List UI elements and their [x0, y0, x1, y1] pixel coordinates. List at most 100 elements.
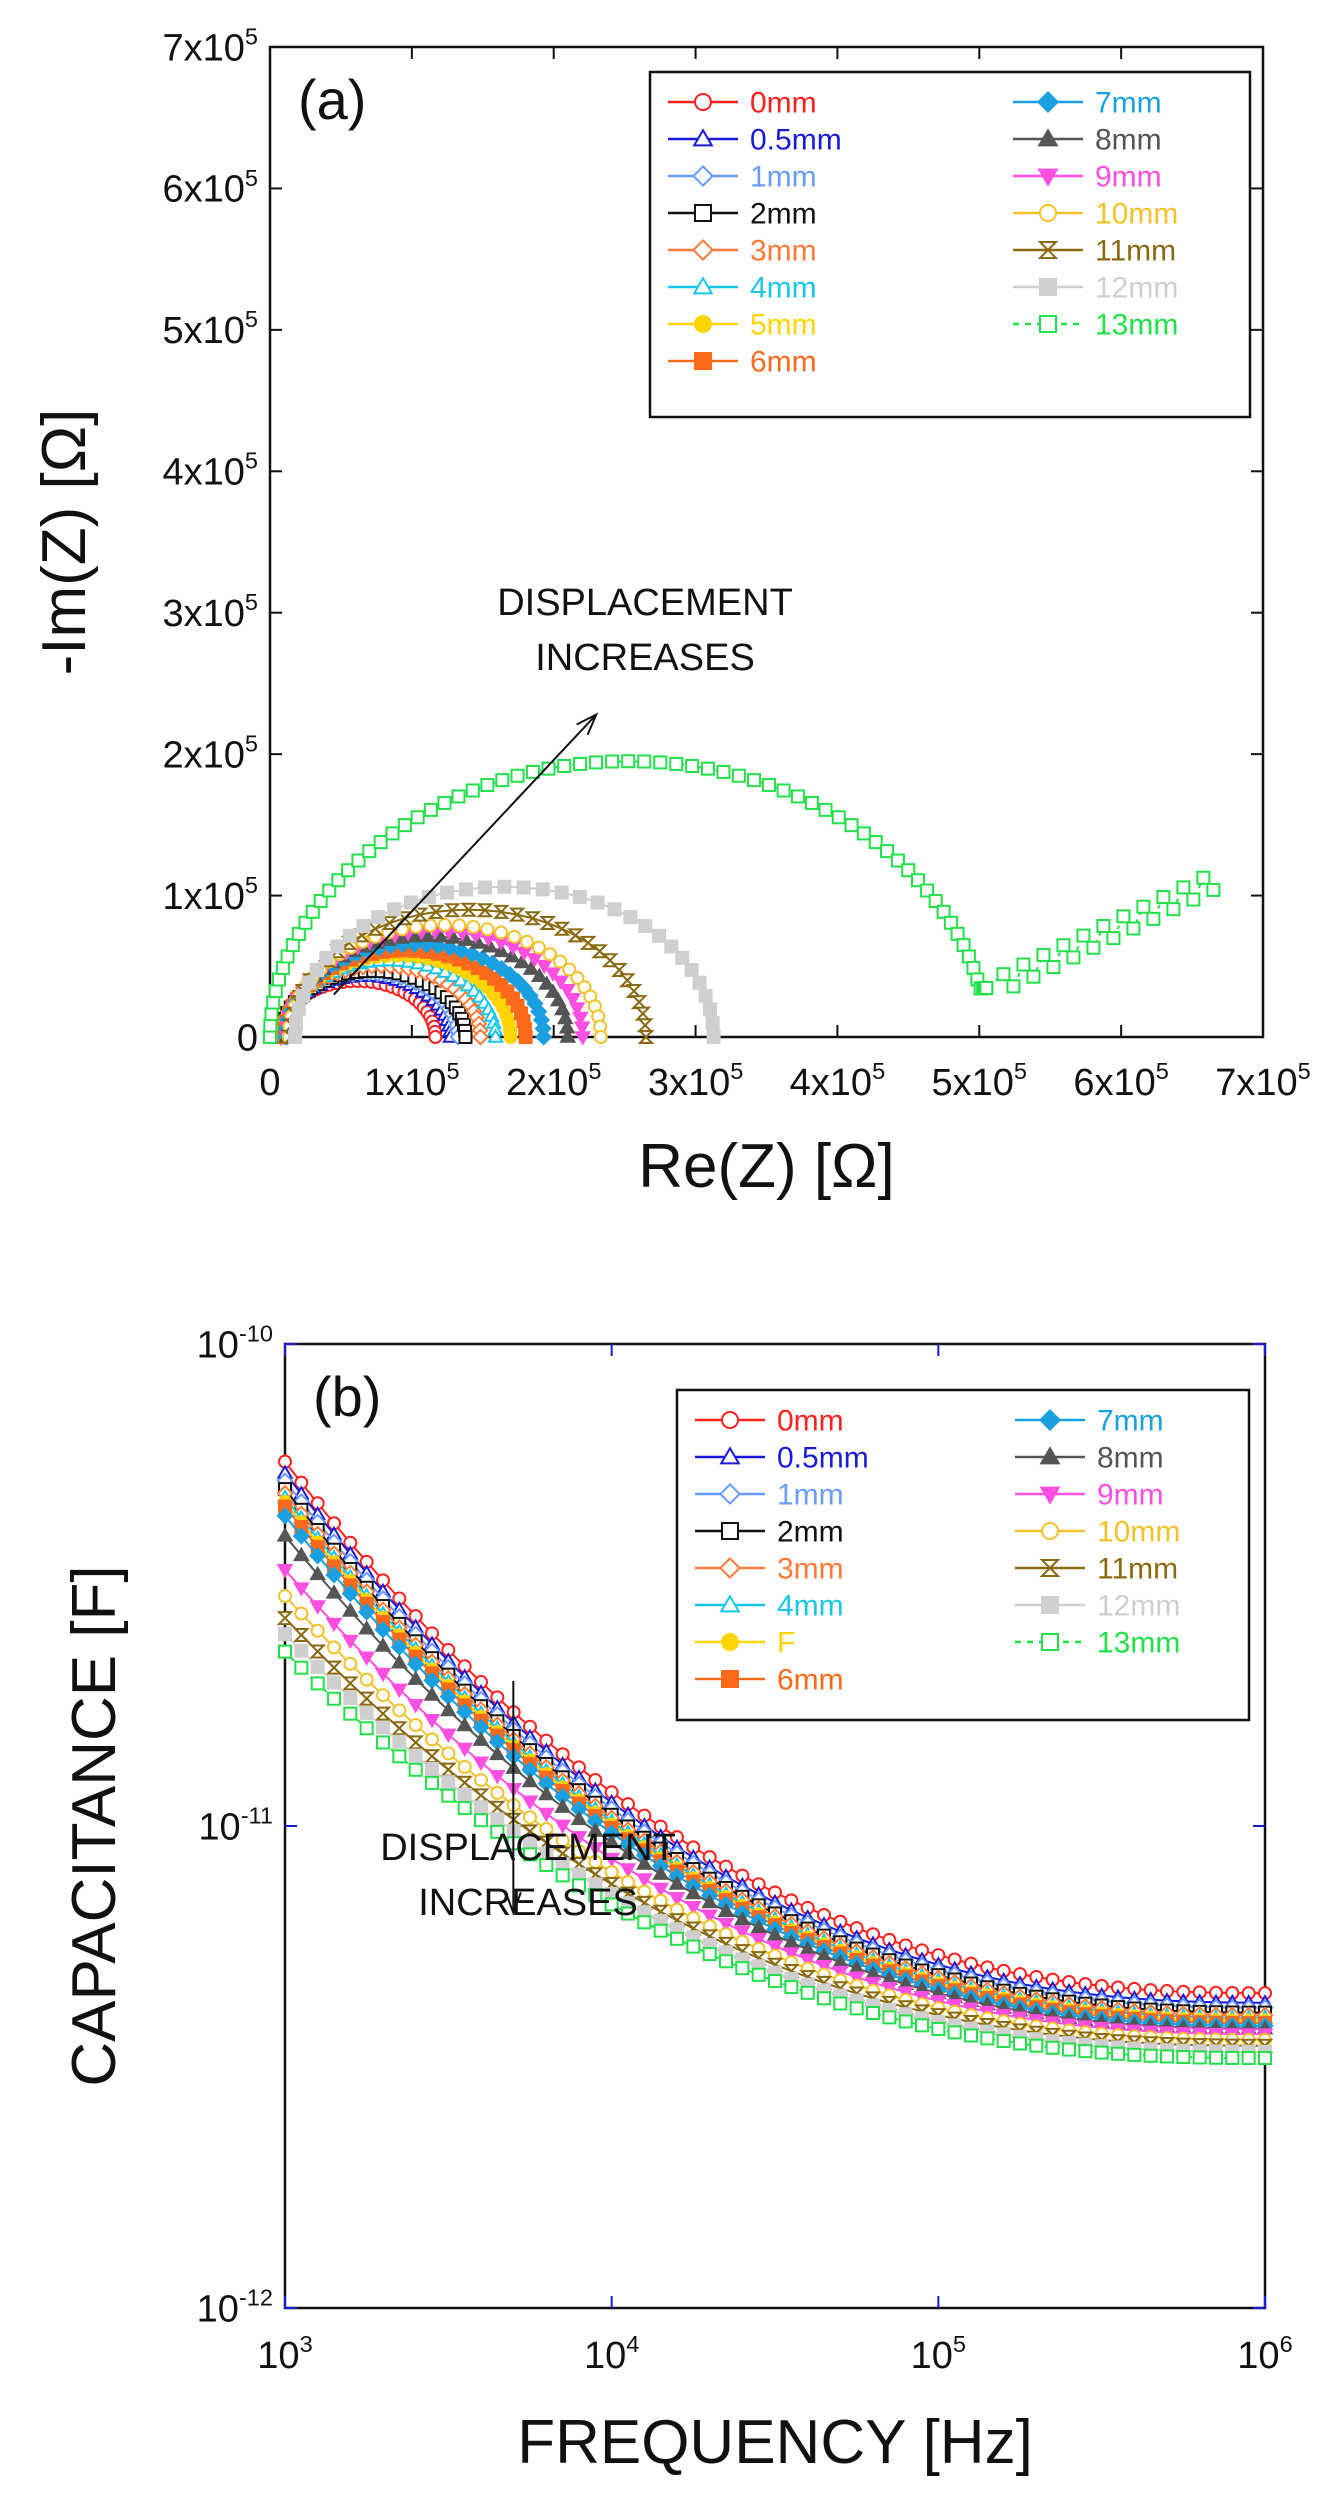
data-point	[392, 1703, 407, 1718]
data-point	[703, 1002, 718, 1017]
data-point	[441, 1746, 456, 1761]
data-point	[351, 853, 366, 868]
data-point	[653, 755, 668, 770]
data-point	[341, 863, 356, 878]
data-point	[510, 768, 525, 783]
data-point	[890, 853, 905, 868]
data-point	[799, 1953, 817, 1969]
data-point	[309, 1565, 327, 1581]
data-point	[264, 1007, 279, 1022]
data-point	[920, 883, 935, 898]
series-13mm	[278, 1644, 1272, 2066]
legend-marker	[1039, 278, 1057, 296]
legend-item-8mm: 8mm	[1015, 1442, 1164, 1475]
legend-marker	[721, 1411, 739, 1429]
legend-item-1mm: 1mm	[668, 161, 817, 194]
data-point	[915, 2018, 929, 2033]
data-point	[766, 1926, 784, 1941]
data-point	[423, 1749, 441, 1764]
data-point	[901, 863, 916, 878]
data-point	[804, 795, 819, 810]
y-tick-label: 7x105	[162, 23, 258, 69]
data-point	[1029, 2038, 1044, 2053]
data-point	[452, 971, 470, 987]
data-point	[719, 1954, 733, 1969]
legend-label: 2mm	[777, 1516, 844, 1549]
legend-label: 0.5mm	[750, 124, 842, 157]
data-point	[700, 761, 715, 776]
data-point	[513, 953, 531, 969]
legend-box	[648, 70, 1252, 419]
data-point	[669, 756, 684, 771]
data-point	[747, 773, 762, 788]
legend-label: 5mm	[750, 309, 817, 342]
data-point	[327, 1691, 341, 1706]
data-point	[539, 1858, 554, 1873]
data-point	[278, 1644, 292, 1659]
data-point	[698, 988, 713, 1003]
data-point	[490, 1812, 505, 1827]
data-point	[439, 1728, 457, 1743]
data-point	[1143, 2048, 1158, 2063]
data-point	[705, 1016, 720, 1031]
data-point	[302, 975, 317, 990]
data-point	[474, 1773, 488, 1788]
data-point	[1225, 2050, 1240, 2065]
data-point	[441, 1775, 456, 1790]
data-point	[521, 1772, 539, 1788]
plot-area-a	[263, 754, 1221, 1046]
data-point	[668, 1875, 686, 1890]
data-point	[880, 844, 895, 859]
data-point	[423, 918, 438, 933]
data-point	[570, 1831, 588, 1846]
data-point	[343, 1706, 358, 1721]
data-point	[572, 889, 587, 904]
data-point	[298, 915, 313, 930]
data-point	[325, 1584, 343, 1599]
data-point	[444, 967, 462, 982]
data-point	[1176, 2050, 1191, 2065]
data-point	[373, 835, 388, 850]
data-point	[574, 1031, 592, 1046]
data-point	[385, 826, 400, 841]
y-tick-label: 1x105	[162, 872, 258, 918]
data-point	[409, 919, 424, 934]
data-point	[539, 916, 557, 931]
legend-label: 6mm	[777, 1664, 844, 1697]
data-point	[411, 907, 429, 922]
data-point	[474, 1813, 488, 1828]
data-point	[310, 1623, 325, 1638]
data-point	[423, 1713, 441, 1729]
legend-label: 9mm	[1097, 1479, 1164, 1512]
data-point	[864, 1976, 882, 1992]
legend-item-3mm: 3mm	[668, 235, 817, 268]
y-tick-label: 10-10	[197, 1320, 273, 1366]
data-point	[733, 1910, 751, 1926]
data-point	[898, 2014, 913, 2029]
data-point	[586, 1822, 604, 1837]
data-point	[310, 963, 325, 978]
legend-marker	[1037, 241, 1059, 259]
data-point	[1196, 870, 1211, 885]
data-point	[374, 1706, 392, 1721]
data-point	[950, 926, 965, 941]
x-tick-label: 0	[259, 1062, 280, 1104]
data-point	[1241, 2051, 1256, 2066]
data-point	[374, 1637, 392, 1652]
data-point	[557, 758, 572, 773]
legend-marker	[1039, 315, 1057, 333]
data-point	[390, 1654, 408, 1669]
data-point	[1006, 979, 1021, 994]
data-point	[313, 894, 328, 909]
data-point	[292, 1527, 310, 1545]
legend-item-12mm: 12mm	[1013, 272, 1178, 305]
data-point	[460, 902, 478, 917]
data-point	[1258, 2051, 1272, 2066]
data-point	[558, 983, 576, 999]
data-point	[481, 938, 499, 953]
legend-item-10mm: 10mm	[1015, 1516, 1180, 1549]
legend-item-5mm: 5mm	[668, 309, 817, 342]
legend-label: 4mm	[750, 272, 817, 305]
data-point	[634, 1006, 652, 1021]
data-point	[931, 2021, 946, 2036]
